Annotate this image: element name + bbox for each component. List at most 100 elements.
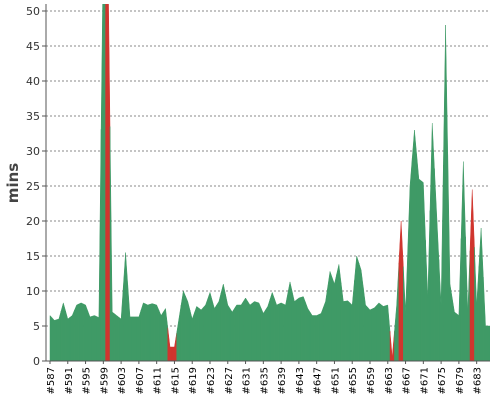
x-tick-label: #671 bbox=[419, 367, 430, 394]
y-tick-label: 25 bbox=[26, 180, 40, 193]
build-duration bbox=[456, 238, 462, 361]
y-tick-label: 45 bbox=[26, 40, 40, 53]
build-duration bbox=[274, 298, 280, 361]
build-duration bbox=[403, 248, 409, 361]
y-tick-label: 30 bbox=[26, 145, 40, 158]
x-tick-label: #595 bbox=[82, 367, 93, 394]
build-duration bbox=[483, 276, 489, 361]
y-tick-label: 5 bbox=[33, 320, 40, 333]
build-duration bbox=[367, 306, 373, 361]
build-duration bbox=[331, 274, 337, 361]
build-duration bbox=[69, 310, 75, 361]
build-duration bbox=[425, 210, 431, 361]
build-duration bbox=[96, 129, 102, 361]
build-duration bbox=[56, 310, 62, 361]
build-duration bbox=[327, 271, 333, 361]
build-duration bbox=[127, 284, 133, 361]
build-duration bbox=[358, 262, 364, 361]
build-duration bbox=[385, 304, 391, 361]
build-duration bbox=[194, 305, 200, 361]
y-tick-label: 0 bbox=[33, 355, 40, 368]
build-duration bbox=[216, 292, 222, 361]
build-duration bbox=[60, 301, 66, 361]
build-duration bbox=[180, 290, 186, 361]
x-tick-label: #631 bbox=[242, 367, 253, 394]
build-duration bbox=[398, 220, 404, 361]
x-tick-label: #663 bbox=[384, 367, 395, 394]
x-tick-label: #679 bbox=[455, 367, 466, 394]
x-tick-label: #683 bbox=[473, 367, 484, 394]
build-duration bbox=[465, 236, 471, 361]
build-duration bbox=[296, 296, 302, 361]
x-tick-label: #619 bbox=[188, 367, 199, 394]
build-duration bbox=[185, 296, 191, 361]
build-duration bbox=[109, 126, 115, 361]
build-duration bbox=[300, 296, 306, 361]
build-duration bbox=[460, 161, 466, 361]
x-tick-label: #599 bbox=[99, 367, 110, 394]
x-tick-label: #607 bbox=[135, 367, 146, 394]
build-duration bbox=[376, 302, 382, 361]
build-duration bbox=[451, 297, 457, 361]
build-duration bbox=[114, 313, 120, 361]
build-duration bbox=[278, 302, 284, 361]
build-duration bbox=[305, 302, 311, 361]
plot-area bbox=[49, 4, 490, 361]
build-duration bbox=[123, 252, 129, 361]
build-duration bbox=[176, 304, 182, 361]
x-tick-label: #659 bbox=[366, 367, 377, 394]
axes: 0 5 10 15 20 25 30 35 40 45 50 #587 #591 #595 #599 #603… bbox=[26, 4, 490, 394]
build-duration bbox=[478, 227, 484, 361]
build-duration bbox=[225, 294, 231, 361]
build-duration bbox=[318, 307, 324, 361]
build-duration bbox=[171, 332, 177, 361]
build-duration bbox=[309, 311, 315, 361]
build-duration bbox=[198, 306, 204, 361]
build-duration bbox=[158, 310, 164, 361]
build-duration bbox=[154, 303, 160, 361]
x-tick-label: #603 bbox=[117, 367, 128, 394]
y-tick-label: 20 bbox=[26, 215, 40, 228]
y-tick-label: 40 bbox=[26, 75, 40, 88]
build-duration bbox=[474, 247, 480, 361]
x-tick-label: #639 bbox=[277, 367, 288, 394]
build-duration bbox=[380, 304, 386, 361]
y-tick-label: 35 bbox=[26, 110, 40, 123]
x-tick-label: #623 bbox=[206, 367, 217, 394]
build-duration bbox=[118, 285, 124, 361]
build-duration bbox=[163, 307, 169, 361]
y-tick-label: 10 bbox=[26, 285, 40, 298]
x-tick-label: #667 bbox=[402, 367, 413, 394]
build-duration bbox=[234, 304, 240, 361]
x-tick-label: #647 bbox=[313, 367, 324, 394]
build-duration bbox=[345, 300, 351, 361]
x-tick-label: #587 bbox=[46, 367, 57, 394]
build-duration bbox=[287, 281, 293, 361]
build-duration bbox=[78, 302, 84, 361]
build-duration bbox=[256, 301, 262, 361]
build-duration bbox=[131, 316, 137, 361]
y-axis-label: mins bbox=[4, 163, 22, 203]
build-duration bbox=[429, 122, 435, 361]
build-duration bbox=[487, 325, 490, 361]
build-duration bbox=[363, 287, 369, 361]
build-duration bbox=[189, 310, 195, 361]
y-tick-label: 15 bbox=[26, 250, 40, 263]
build-duration bbox=[283, 293, 289, 361]
build-duration bbox=[336, 264, 342, 361]
build-duration bbox=[291, 291, 297, 361]
build-duration bbox=[238, 300, 244, 361]
build-duration bbox=[371, 304, 377, 361]
build-duration bbox=[211, 300, 217, 361]
build-duration bbox=[100, 4, 106, 361]
build-duration bbox=[74, 303, 80, 361]
build-duration bbox=[207, 291, 213, 361]
build-duration bbox=[269, 291, 275, 361]
build-duration bbox=[220, 283, 226, 361]
build-duration bbox=[416, 154, 422, 361]
build-duration bbox=[389, 331, 395, 361]
x-tick-label: #591 bbox=[64, 367, 75, 394]
x-tick-label: #655 bbox=[348, 367, 359, 394]
x-tick-label: #627 bbox=[224, 367, 235, 394]
